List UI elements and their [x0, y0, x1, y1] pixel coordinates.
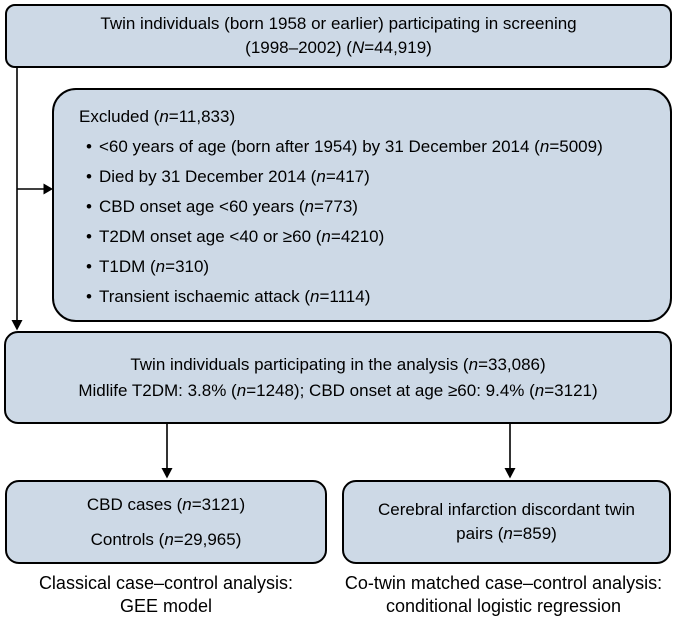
case-control-controls: Controls (n=29,965) — [90, 529, 242, 549]
excluded-item: CBD onset age <60 years (n=773) — [79, 192, 654, 222]
arrow-screening-to-analysis — [11, 68, 23, 331]
cotwin-line2: pairs (n=859) — [456, 524, 557, 543]
gee-caption-line2: GEE model — [119, 596, 213, 616]
excluded-item: <60 years of age (born after 1954) by 31… — [79, 132, 654, 162]
analysis-line2: Midlife T2DM: 3.8% (n=1248); CBD onset a… — [78, 380, 598, 400]
arrow-branch-to-excluded — [17, 183, 53, 195]
clr-caption-line2: conditional logistic regression — [385, 596, 622, 616]
cotwin-box: Cerebral infarction discordant twin pair… — [342, 480, 671, 564]
clr-caption-line1: Co-twin matched case–control analysis: — [344, 573, 663, 593]
screening-line2: (1998–2002) (N=44,919) — [245, 38, 432, 57]
excluded-item: T2DM onset age <40 or ≥60 (n=4210) — [79, 222, 654, 252]
excluded-box: Excluded (n=11,833) <60 years of age (bo… — [52, 88, 672, 322]
excluded-item: Died by 31 December 2014 (n=417) — [79, 162, 654, 192]
case-control-box: CBD cases (n=3121) Controls (n=29,965) — [5, 480, 327, 564]
excluded-item: T1DM (n=310) — [79, 252, 654, 282]
screening-box: Twin individuals (born 1958 or earlier) … — [5, 4, 672, 68]
excluded-item: Transient ischaemic attack (n=1114) — [79, 282, 654, 312]
excluded-list: <60 years of age (born after 1954) by 31… — [79, 132, 654, 312]
analysis-box: Twin individuals participating in the an… — [4, 331, 672, 424]
case-control-cases: CBD cases (n=3121) — [86, 494, 246, 514]
cotwin-line1: Cerebral infarction discordant twin — [377, 500, 635, 519]
arrow-analysis-to-case-control — [161, 424, 173, 479]
excluded-title: Excluded (n=11,833) — [79, 107, 236, 126]
analysis-line1: Twin individuals participating in the an… — [130, 354, 546, 374]
clr-caption: Co-twin matched case–control analysis: c… — [328, 572, 679, 618]
arrow-analysis-to-cotwin — [504, 424, 516, 479]
gee-caption: Classical case–control analysis: GEE mod… — [0, 572, 332, 618]
screening-line1: Twin individuals (born 1958 or earlier) … — [100, 14, 577, 33]
gee-caption-line1: Classical case–control analysis: — [38, 573, 294, 593]
